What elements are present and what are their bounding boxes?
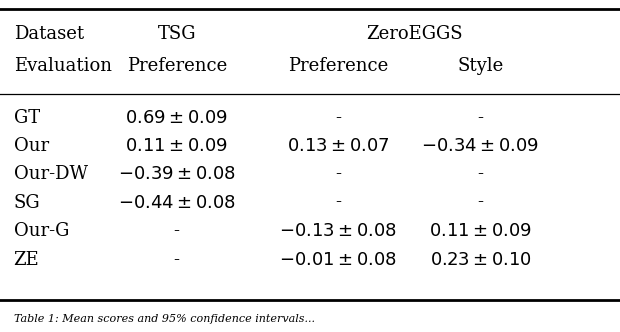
Text: $0.11 \pm 0.09$: $0.11 \pm 0.09$ [125, 137, 228, 155]
Text: Dataset: Dataset [14, 25, 84, 43]
Text: -: - [477, 194, 484, 211]
Text: $-0.39 \pm 0.08$: $-0.39 \pm 0.08$ [118, 165, 236, 183]
Text: Table 1: Mean scores and 95% confidence intervals...: Table 1: Mean scores and 95% confidence … [14, 314, 314, 324]
Text: $0.69 \pm 0.09$: $0.69 \pm 0.09$ [125, 109, 228, 127]
Text: $-0.01 \pm 0.08$: $-0.01 \pm 0.08$ [279, 251, 397, 269]
Text: -: - [174, 222, 180, 240]
Text: -: - [174, 251, 180, 269]
Text: $-0.13 \pm 0.08$: $-0.13 \pm 0.08$ [279, 222, 397, 240]
Text: -: - [477, 165, 484, 183]
Text: Preference: Preference [126, 57, 227, 75]
Text: $-0.44 \pm 0.08$: $-0.44 \pm 0.08$ [118, 194, 236, 211]
Text: $-0.34 \pm 0.09$: $-0.34 \pm 0.09$ [422, 137, 539, 155]
Text: -: - [335, 109, 341, 127]
Text: -: - [335, 194, 341, 211]
Text: $0.13 \pm 0.07$: $0.13 \pm 0.07$ [286, 137, 389, 155]
Text: GT: GT [14, 109, 40, 127]
Text: ZE: ZE [14, 251, 40, 269]
Text: -: - [335, 165, 341, 183]
Text: Evaluation: Evaluation [14, 57, 112, 75]
Text: ZeroEGGS: ZeroEGGS [366, 25, 463, 43]
Text: TSG: TSG [157, 25, 196, 43]
Text: -: - [477, 109, 484, 127]
Text: $0.11 \pm 0.09$: $0.11 \pm 0.09$ [429, 222, 532, 240]
Text: Our: Our [14, 137, 49, 155]
Text: Style: Style [458, 57, 503, 75]
Text: SG: SG [14, 194, 40, 211]
Text: Preference: Preference [288, 57, 388, 75]
Text: Our-DW: Our-DW [14, 165, 87, 183]
Text: $0.23 \pm 0.10$: $0.23 \pm 0.10$ [430, 251, 531, 269]
Text: Our-G: Our-G [14, 222, 69, 240]
